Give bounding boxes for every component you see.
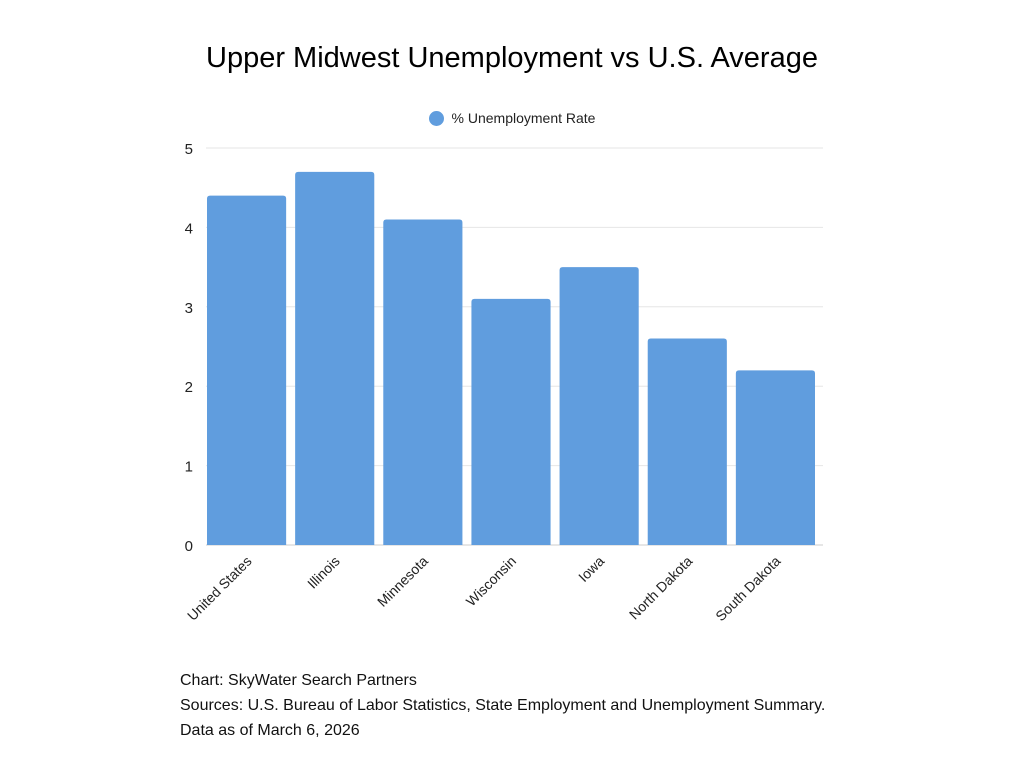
y-tick-label: 4 xyxy=(185,220,193,237)
bar xyxy=(383,219,463,545)
x-tick-label: Minnesota xyxy=(374,553,431,610)
y-tick-label: 0 xyxy=(185,538,193,555)
bar xyxy=(559,267,639,545)
credit-text: Chart: SkyWater Search Partners xyxy=(180,672,417,689)
chart-notes: Chart: SkyWater Search Partners Sources:… xyxy=(180,668,825,743)
bar xyxy=(295,171,375,545)
date-text: Data as of March 6, 2026 xyxy=(180,722,360,739)
bar xyxy=(647,338,727,545)
legend-label: % Unemployment Rate xyxy=(451,110,596,126)
x-tick-label: Illinois xyxy=(304,553,343,592)
y-tick-label: 5 xyxy=(185,141,193,158)
chart-title: Upper Midwest Unemployment vs U.S. Avera… xyxy=(206,42,818,74)
bar xyxy=(207,195,287,545)
y-tick-label: 2 xyxy=(185,379,193,396)
sources-text: Sources: U.S. Bureau of Labor Statistics… xyxy=(180,697,826,714)
x-tick-label: Iowa xyxy=(575,553,607,585)
bar xyxy=(471,298,551,545)
x-tick-label: United States xyxy=(184,553,255,624)
x-tick-label: South Dakota xyxy=(712,553,783,624)
bar-chart: 0 1 2 3 4 5 United States Illinois Minnesota Wisc… xyxy=(184,141,823,624)
x-tick-label: North Dakota xyxy=(626,553,696,623)
legend: % Unemployment Rate xyxy=(0,110,1024,126)
x-tick-label: Wisconsin xyxy=(463,553,519,609)
y-tick-label: 3 xyxy=(185,300,193,317)
y-tick-label: 1 xyxy=(185,459,193,476)
legend-marker xyxy=(428,110,444,126)
bar xyxy=(735,370,815,545)
